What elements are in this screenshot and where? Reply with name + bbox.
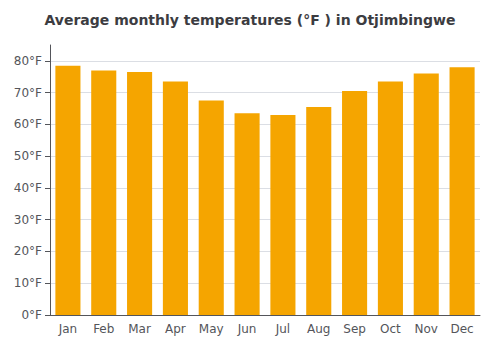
svg-text:10°F: 10°F (14, 276, 42, 290)
svg-text:Feb: Feb (93, 322, 114, 336)
svg-text:Sep: Sep (343, 322, 366, 336)
svg-text:50°F: 50°F (14, 149, 42, 163)
svg-text:Mar: Mar (128, 322, 151, 336)
svg-text:80°F: 80°F (14, 54, 42, 68)
svg-text:May: May (199, 322, 224, 336)
svg-text:Apr: Apr (165, 322, 186, 336)
svg-text:Nov: Nov (415, 322, 438, 336)
svg-text:0°F: 0°F (21, 308, 42, 322)
svg-text:70°F: 70°F (14, 86, 42, 100)
svg-text:Jun: Jun (237, 322, 257, 336)
svg-text:Oct: Oct (380, 322, 401, 336)
svg-text:Jan: Jan (58, 322, 78, 336)
svg-text:30°F: 30°F (14, 213, 42, 227)
svg-text:60°F: 60°F (14, 117, 42, 131)
svg-text:Dec: Dec (450, 322, 473, 336)
svg-text:Aug: Aug (307, 322, 330, 336)
svg-text:Jul: Jul (275, 322, 290, 336)
svg-text:20°F: 20°F (14, 244, 42, 258)
svg-text:40°F: 40°F (14, 181, 42, 195)
svg-text:Average monthly temperatures (: Average monthly temperatures (°F ) in Ot… (44, 12, 455, 28)
